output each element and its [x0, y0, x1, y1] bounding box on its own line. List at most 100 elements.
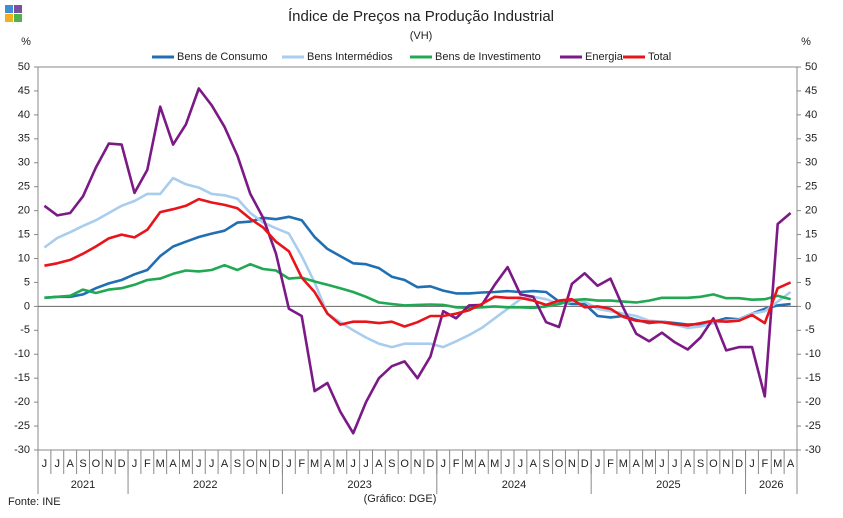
x-tick-label: N [105, 458, 113, 470]
year-label: 2021 [71, 479, 95, 491]
x-tick-label: J [363, 458, 369, 470]
chart-subtitle: (VH) [410, 30, 433, 42]
note: (Gráfico: DGE) [364, 493, 437, 505]
y2-tick-label: 15 [805, 228, 817, 240]
y-tick-label: -10 [14, 348, 30, 360]
x-tick-label: S [697, 458, 704, 470]
x-tick-label: J [209, 458, 215, 470]
y2-tick-label: -10 [805, 348, 821, 360]
x-tick-label: A [169, 458, 177, 470]
x-tick-label: F [144, 458, 151, 470]
y-tick-label: 10 [18, 252, 30, 264]
y2-tick-label: -30 [805, 444, 821, 456]
x-tick-label: A [530, 458, 538, 470]
plot-frame [37, 66, 798, 451]
legend-label: Bens Intermédios [307, 51, 393, 63]
series-line [44, 215, 791, 326]
x-tick-label: M [181, 458, 190, 470]
x-tick-label: A [375, 458, 383, 470]
x-tick-label: J [595, 458, 601, 470]
y-tick-label: -15 [14, 372, 30, 384]
x-tick-label: O [555, 458, 564, 470]
x-tick-label: D [426, 458, 434, 470]
source: Fonte: INE [8, 496, 61, 508]
y2-tick-label: 40 [805, 109, 817, 121]
x-tick-label: J [42, 458, 48, 470]
y2-tick-label: 30 [805, 157, 817, 169]
logo [5, 5, 22, 22]
x-tick-label: M [644, 458, 653, 470]
y-axis-label: % [21, 36, 31, 48]
y2-tick-label: 0 [805, 300, 811, 312]
x-tick-label: N [568, 458, 576, 470]
year-label: 2023 [347, 479, 371, 491]
x-tick-label: O [92, 458, 101, 470]
x-tick-label: F [298, 458, 305, 470]
y2-tick-label: -20 [805, 396, 821, 408]
x-tick-label: S [542, 458, 549, 470]
y2-tick-label: 50 [805, 61, 817, 73]
chart-title: Índice de Preços na Produção Industrial [288, 8, 554, 25]
y-tick-label: 30 [18, 157, 30, 169]
x-tick-label: N [722, 458, 730, 470]
x-tick-label: M [156, 458, 165, 470]
legend-label: Bens de Investimento [435, 51, 541, 63]
x-tick-label: J [440, 458, 446, 470]
x-tick-label: M [619, 458, 628, 470]
year-label: 2024 [502, 479, 526, 491]
x-tick-label: S [388, 458, 395, 470]
x-tick-label: O [400, 458, 409, 470]
year-label: 2025 [656, 479, 680, 491]
legend-label: Bens de Consumo [177, 51, 268, 63]
y-tick-label: -30 [14, 444, 30, 456]
y-tick-label: 45 [18, 85, 30, 97]
y2-tick-label: 5 [805, 276, 811, 288]
x-tick-label: J [196, 458, 202, 470]
legend-label: Total [648, 51, 671, 63]
y-tick-label: 20 [18, 205, 30, 217]
x-tick-label: A [66, 458, 74, 470]
x-tick-label: O [246, 458, 255, 470]
y2-tick-label: 20 [805, 205, 817, 217]
x-tick-label: A [221, 458, 229, 470]
x-tick-label: J [659, 458, 665, 470]
series-line [44, 262, 791, 310]
x-tick-label: J [505, 458, 511, 470]
legend-label: Energia [585, 51, 624, 63]
x-tick-label: J [286, 458, 292, 470]
x-tick-label: A [324, 458, 332, 470]
x-tick-label: S [79, 458, 86, 470]
x-tick-label: S [234, 458, 241, 470]
x-tick-label: J [350, 458, 356, 470]
x-tick-label: J [518, 458, 524, 470]
y2-tick-label: 25 [805, 181, 817, 193]
y-tick-label: 25 [18, 181, 30, 193]
series-line [44, 197, 792, 328]
x-tick-label: F [761, 458, 768, 470]
y-tick-label: -5 [20, 324, 30, 336]
year-label: 2026 [759, 479, 783, 491]
x-tick-label: A [478, 458, 486, 470]
x-tick-label: M [310, 458, 319, 470]
x-tick-label: M [464, 458, 473, 470]
x-tick-label: D [118, 458, 126, 470]
y-tick-label: 50 [18, 61, 30, 73]
x-tick-label: N [414, 458, 422, 470]
x-tick-label: J [749, 458, 755, 470]
x-tick-label: A [633, 458, 641, 470]
y-tick-label: -25 [14, 420, 30, 432]
y-tick-label: 5 [24, 276, 30, 288]
x-tick-label: M [490, 458, 499, 470]
y2-tick-label: 45 [805, 85, 817, 97]
x-tick-label: J [55, 458, 61, 470]
x-tick-label: D [581, 458, 589, 470]
y2-tick-label: -15 [805, 372, 821, 384]
y-tick-label: 15 [18, 228, 30, 240]
x-tick-label: M [336, 458, 345, 470]
y-tick-label: 40 [18, 109, 30, 121]
y2-tick-label: -5 [805, 324, 815, 336]
x-tick-label: O [709, 458, 718, 470]
x-tick-label: F [453, 458, 460, 470]
x-tick-label: D [272, 458, 280, 470]
